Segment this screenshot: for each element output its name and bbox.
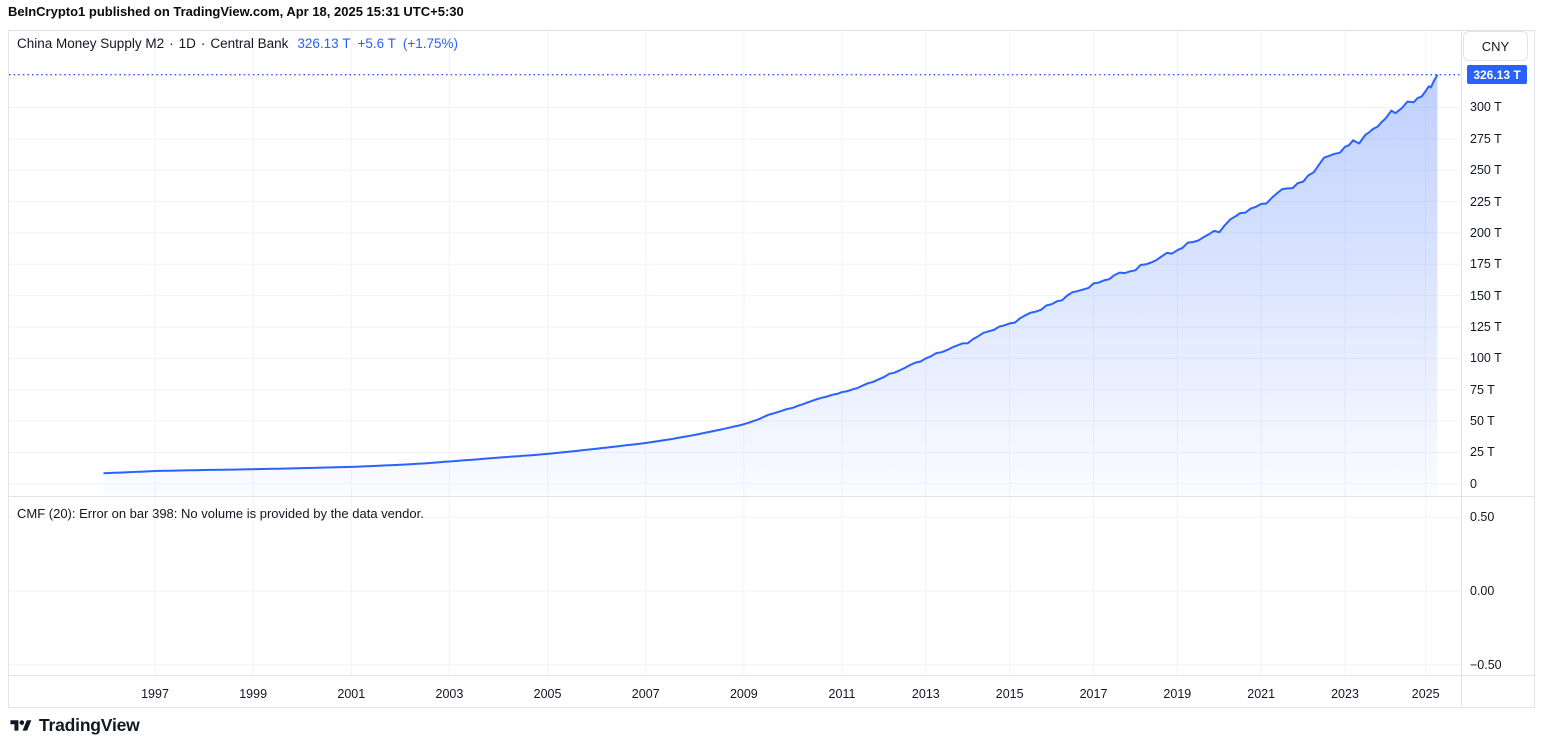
chart-frame: [8, 30, 1535, 708]
time-axis-label[interactable]: 2011: [828, 687, 856, 701]
series-values: 326.13 T +5.6 T (+1.75%): [297, 36, 465, 51]
currency-button[interactable]: CNY: [1463, 31, 1528, 61]
series-change-pct: (+1.75%): [402, 36, 458, 51]
price-axis-label: 300 T: [1470, 100, 1502, 115]
legend-separator: ·: [200, 36, 206, 51]
time-axis-label[interactable]: 2003: [435, 687, 464, 701]
time-axis-label[interactable]: 2015: [995, 687, 1024, 701]
time-axis-label[interactable]: 2007: [631, 687, 660, 701]
time-axis-label[interactable]: 2025: [1411, 687, 1440, 701]
series-interval[interactable]: 1D: [178, 36, 196, 51]
cmf-axis-label: 0.50: [1470, 510, 1495, 525]
published-header: BeInCrypto1 published on TradingView.com…: [8, 4, 464, 19]
cmf-axis-label: −0.50: [1470, 657, 1502, 672]
tradingview-logo-icon: [10, 719, 32, 731]
price-axis-label: 50 T: [1470, 414, 1495, 429]
legend-separator: ·: [169, 36, 174, 51]
time-axis-label[interactable]: 2005: [533, 687, 562, 701]
time-axis-label[interactable]: 2017: [1079, 687, 1108, 701]
price-axis-label: 150 T: [1470, 288, 1502, 303]
tradingview-logo-text: TradingView: [39, 715, 140, 735]
tradingview-logo[interactable]: TradingView: [10, 715, 140, 736]
price-axis-label: 250 T: [1470, 163, 1502, 178]
price-axis-label: 25 T: [1470, 445, 1495, 460]
time-axis-label[interactable]: 1999: [239, 687, 268, 701]
price-axis-label: 125 T: [1470, 320, 1502, 334]
price-axis-label: 225 T: [1470, 194, 1502, 209]
series-legend: China Money Supply M2 · 1D · Central Bank 326…: [17, 36, 465, 51]
indicator-cmf-status[interactable]: CMF (20): Error on bar 398: No volume is…: [17, 506, 424, 521]
price-axis-label: 175 T: [1470, 257, 1502, 272]
price-axis-label: 75 T: [1470, 382, 1495, 397]
price-axis-label: 275 T: [1470, 131, 1502, 146]
current-price-badge: 326.13 T: [1467, 65, 1527, 85]
time-axis-label[interactable]: 2009: [729, 687, 758, 701]
time-axis-label[interactable]: 2001: [337, 687, 366, 701]
series-last-value: 326.13 T: [297, 36, 351, 51]
series-source: Central Bank: [210, 36, 289, 51]
price-axis-label: 200 T: [1470, 225, 1502, 240]
price-axis-label: 0: [1470, 476, 1477, 491]
series-title[interactable]: China Money Supply M2: [17, 36, 165, 51]
cmf-axis-label: 0.00: [1470, 584, 1495, 598]
time-axis-label[interactable]: 1997: [141, 687, 169, 701]
series-area-fill: [103, 74, 1438, 496]
time-axis-label[interactable]: 2021: [1247, 687, 1276, 701]
time-axis-label[interactable]: 2019: [1163, 687, 1192, 701]
price-axis-label: 100 T: [1470, 351, 1502, 366]
series-line: [103, 74, 1439, 475]
time-axis-label[interactable]: 2013: [911, 687, 940, 701]
series-change: +5.6 T: [357, 36, 396, 51]
time-axis-label[interactable]: 2023: [1331, 687, 1359, 701]
